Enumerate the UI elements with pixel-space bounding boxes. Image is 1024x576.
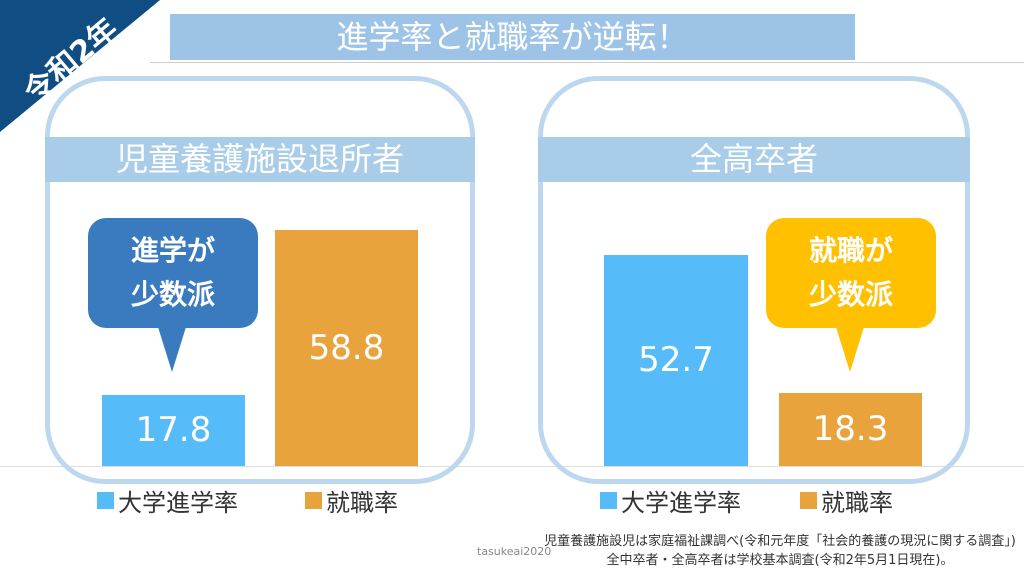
callout-line: 少数派 xyxy=(130,278,215,311)
divider xyxy=(150,62,1024,63)
baseline xyxy=(0,466,1024,467)
chart-title-right: 全高卒者 xyxy=(538,137,970,182)
page-title: 進学率と就職率が逆転！ xyxy=(170,14,855,60)
legend-label: 就職率 xyxy=(821,489,893,517)
callout-line: 就職が xyxy=(808,234,893,267)
legend-university-right: 大学進学率 xyxy=(600,483,741,518)
data-label: 58.8 xyxy=(308,328,385,369)
legend-label: 大学進学率 xyxy=(621,489,741,517)
legend-label: 就職率 xyxy=(326,489,398,517)
data-label: 18.3 xyxy=(812,408,889,449)
panel-right xyxy=(538,76,970,484)
legend-swatch xyxy=(97,492,114,509)
chart-title-left: 児童養護施設退所者 xyxy=(45,137,475,182)
credit: tasukeai2020 xyxy=(477,545,552,558)
legend-swatch xyxy=(600,492,617,509)
bar-left-university: 17.8 xyxy=(102,394,245,466)
callout-tail xyxy=(836,327,864,372)
legend-employment-right: 就職率 xyxy=(800,483,893,518)
callout-line: 少数派 xyxy=(808,278,893,311)
bar-right-employment: 18.3 xyxy=(779,392,922,466)
source-note: 児童養護施設児は家庭福祉課調べ(令和元年度「社会的養護の現況に関する調査」) xyxy=(544,534,1016,549)
legend-label: 大学進学率 xyxy=(118,489,238,517)
data-label: 52.7 xyxy=(638,340,714,381)
legend-swatch xyxy=(800,492,817,509)
bar-right-university: 52.7 xyxy=(604,254,748,466)
legend-university-left: 大学進学率 xyxy=(97,483,238,518)
callout-line: 進学が xyxy=(130,234,215,267)
panel-left xyxy=(45,76,475,484)
legend-employment-left: 就職率 xyxy=(305,483,398,518)
source-note: 全中卒者・全高卒者は学校基本調査(令和2年5月1日現在)。 xyxy=(606,553,954,568)
callout-left: 進学が 少数派 xyxy=(88,218,258,328)
legend-swatch xyxy=(305,492,322,509)
bar-left-employment: 58.8 xyxy=(275,230,418,466)
callout-right: 就職が 少数派 xyxy=(766,218,936,328)
data-label: 17.8 xyxy=(135,409,212,450)
callout-tail xyxy=(158,327,186,372)
